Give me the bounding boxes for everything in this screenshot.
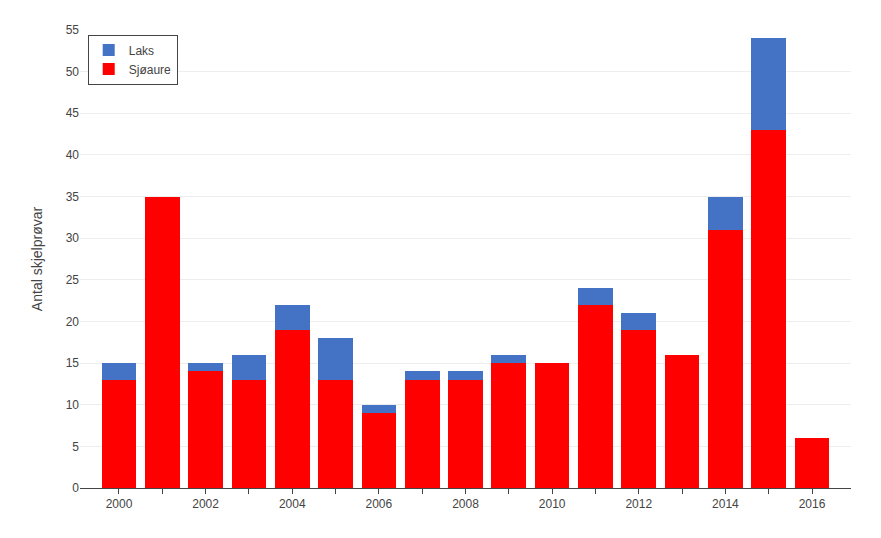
svg-text:Antal skjelprøvar: Antal skjelprøvar (29, 207, 45, 312)
svg-text:40: 40 (66, 148, 80, 162)
svg-text:55: 55 (66, 23, 80, 37)
svg-text:45: 45 (66, 106, 80, 120)
svg-text:2000: 2000 (106, 497, 133, 511)
svg-text:2014: 2014 (712, 497, 739, 511)
svg-text:50: 50 (66, 65, 80, 79)
svg-text:2016: 2016 (799, 497, 826, 511)
svg-text:2010: 2010 (539, 497, 566, 511)
svg-text:Sjøaure: Sjøaure (129, 63, 171, 77)
svg-text:30: 30 (66, 231, 80, 245)
svg-text:2008: 2008 (452, 497, 479, 511)
svg-text:5: 5 (72, 440, 79, 454)
svg-text:25: 25 (66, 273, 80, 287)
svg-text:2002: 2002 (192, 497, 219, 511)
svg-text:2006: 2006 (366, 497, 393, 511)
svg-text:35: 35 (66, 190, 80, 204)
svg-text:0: 0 (72, 481, 79, 495)
svg-text:Laks: Laks (129, 44, 154, 58)
svg-text:10: 10 (66, 398, 80, 412)
svg-text:15: 15 (66, 356, 80, 370)
svg-text:2012: 2012 (625, 497, 652, 511)
svg-text:2004: 2004 (279, 497, 306, 511)
svg-text:20: 20 (66, 315, 80, 329)
